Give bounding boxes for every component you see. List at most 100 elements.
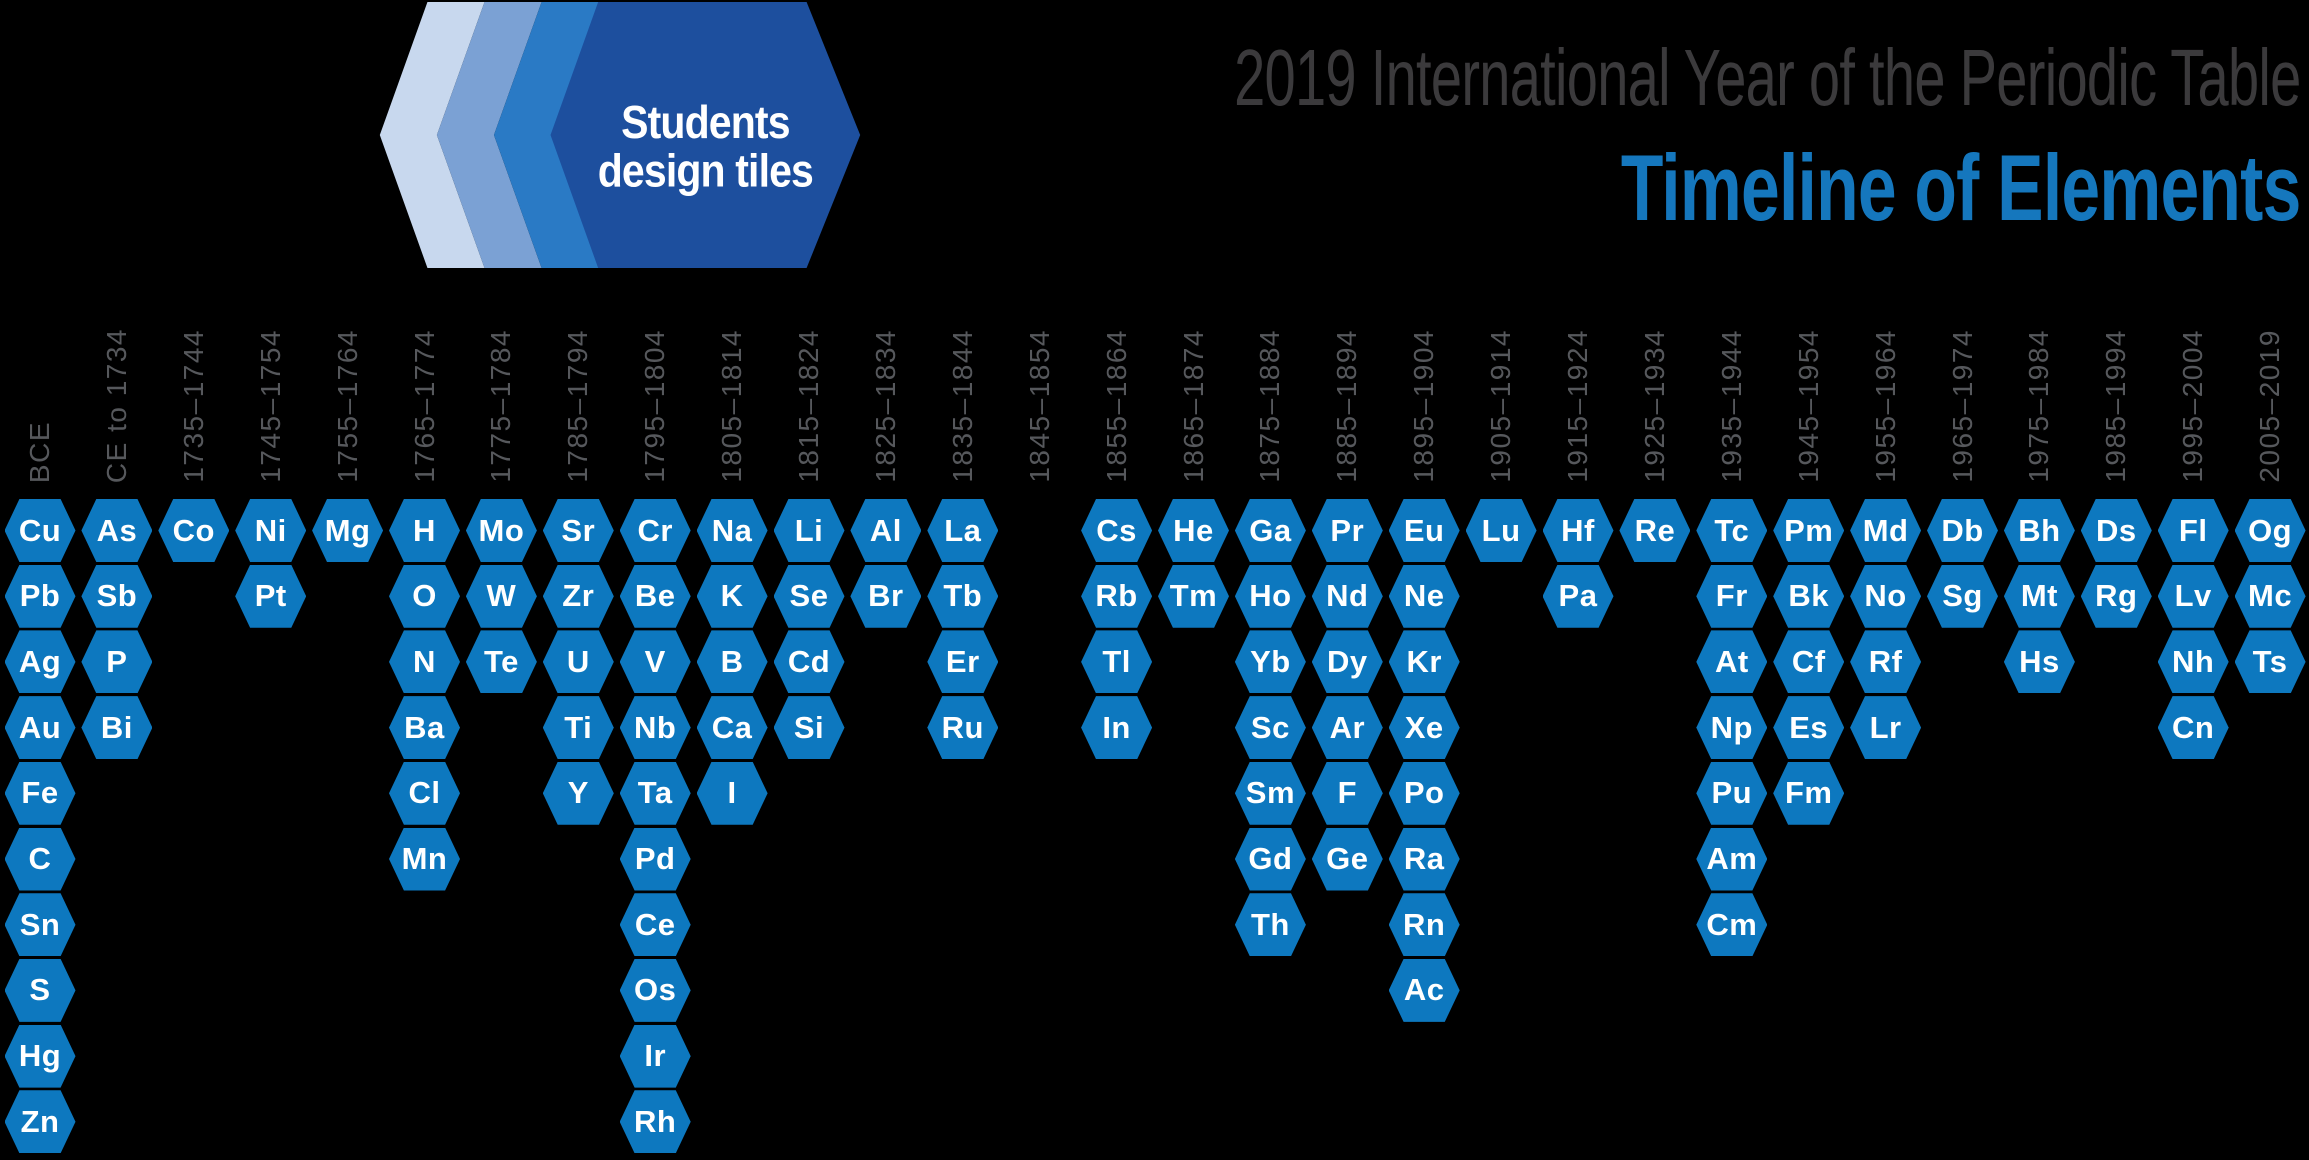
timeline-period-label: 1885–1894 [1331, 329, 1363, 483]
element-tile-v: V [619, 630, 691, 694]
element-tile-ni: Ni [235, 499, 307, 562]
element-tile-te: Te [465, 630, 537, 694]
element-tile-i: I [696, 761, 768, 825]
timeline-period-label: 1975–1984 [2023, 329, 2055, 483]
element-tile-fl: Fl [2157, 499, 2229, 562]
element-tile-ge: Ge [1311, 827, 1383, 891]
timeline-period-label: 1845–1854 [1023, 329, 1055, 483]
element-tile-he: He [1158, 499, 1229, 562]
element-tile-bk: Bk [1773, 564, 1845, 628]
element-tile-br: Br [850, 564, 922, 628]
element-tile-cu: Cu [4, 499, 76, 562]
header-title-timeline: Timeline of Elements [1621, 135, 2301, 240]
element-tile-as: As [81, 499, 153, 562]
element-tile-si: Si [773, 696, 845, 760]
header-title-year: 2019 International Year of the Periodic … [1234, 33, 2301, 122]
element-tile-og: Og [2234, 499, 2306, 562]
element-tile-mt: Mt [2003, 564, 2075, 628]
timeline-period-label: 1745–1754 [254, 329, 286, 483]
element-tile-ta: Ta [619, 761, 691, 825]
element-tile-la: La [927, 499, 999, 562]
element-tile-hf: Hf [1542, 499, 1614, 562]
element-tile-pa: Pa [1542, 564, 1614, 628]
timeline-period-label: 1865–1874 [1177, 329, 1209, 483]
element-tile-ho: Ho [1234, 564, 1306, 628]
element-tile-db: Db [1927, 499, 1998, 562]
element-tile-nd: Nd [1311, 564, 1383, 628]
element-tile-ga: Ga [1234, 499, 1306, 562]
element-tile-f: F [1311, 761, 1383, 825]
element-tile-rn: Rn [1388, 893, 1460, 957]
timeline-period-label: 1805–1814 [716, 329, 748, 483]
element-tile-mo: Mo [465, 499, 537, 562]
element-tile-k: K [696, 564, 768, 628]
element-tile-lv: Lv [2157, 564, 2229, 628]
element-tile-sc: Sc [1234, 696, 1306, 760]
element-tile-ba: Ba [389, 696, 460, 760]
students-design-tiles-logo: Students design tiles [379, 2, 861, 268]
element-tile-in: In [1081, 696, 1153, 760]
element-tile-al: Al [850, 499, 922, 562]
element-tile-mn: Mn [389, 827, 460, 891]
element-tile-es: Es [1773, 696, 1845, 760]
element-tile-na: Na [696, 499, 768, 562]
element-tile-dy: Dy [1311, 630, 1383, 694]
timeline-period-label: 1935–1944 [1715, 329, 1747, 483]
element-tile-bi: Bi [81, 696, 153, 760]
element-tile-ag: Ag [4, 630, 76, 694]
element-tile-re: Re [1619, 499, 1691, 562]
element-tile-bh: Bh [2003, 499, 2075, 562]
element-tile-rb: Rb [1081, 564, 1153, 628]
timeline-period-label: 1755–1764 [331, 329, 363, 483]
element-tile-ra: Ra [1388, 827, 1460, 891]
element-tile-o: O [389, 564, 460, 628]
element-tile-b: B [696, 630, 768, 694]
timeline-period-label: 1775–1784 [485, 329, 517, 483]
element-tile-ca: Ca [696, 696, 768, 760]
element-tile-xe: Xe [1388, 696, 1460, 760]
element-tile-sr: Sr [542, 499, 614, 562]
element-tile-cs: Cs [1081, 499, 1153, 562]
element-tile-pr: Pr [1311, 499, 1383, 562]
logo-chevron-bright [493, 2, 599, 268]
element-tile-c: C [4, 827, 76, 891]
element-tile-fe: Fe [4, 761, 76, 825]
element-tile-pb: Pb [4, 564, 76, 628]
element-tile-zn: Zn [4, 1090, 76, 1154]
element-tile-s: S [4, 958, 76, 1022]
element-tile-be: Be [619, 564, 691, 628]
timeline-period-label: 1905–1914 [1485, 329, 1517, 483]
element-tile-kr: Kr [1388, 630, 1460, 694]
logo-chevron-medium [436, 2, 542, 268]
element-tile-ar: Ar [1311, 696, 1383, 760]
element-tile-n: N [389, 630, 460, 694]
element-tile-u: U [542, 630, 614, 694]
element-tile-np: Np [1696, 696, 1768, 760]
timeline-period-label: 1895–1904 [1408, 329, 1440, 483]
element-tile-au: Au [4, 696, 76, 760]
element-tile-am: Am [1696, 827, 1768, 891]
element-tile-gd: Gd [1234, 827, 1306, 891]
element-tile-lr: Lr [1850, 696, 1922, 760]
element-tile-cr: Cr [619, 499, 691, 562]
header: 2019 International Year of the Periodic … [901, 0, 2301, 260]
timeline-period-label: 1955–1964 [1869, 329, 1901, 483]
element-tile-sn: Sn [4, 893, 76, 957]
logo-hexagon [550, 2, 861, 268]
element-tile-hs: Hs [2003, 630, 2075, 694]
element-tile-md: Md [1850, 499, 1922, 562]
element-tile-pm: Pm [1773, 499, 1845, 562]
element-tile-co: Co [158, 499, 230, 562]
element-tile-rg: Rg [2080, 564, 2152, 628]
element-tile-fr: Fr [1696, 564, 1768, 628]
element-tile-pu: Pu [1696, 761, 1768, 825]
timeline-period-label: 2005–2019 [2254, 329, 2286, 483]
element-tile-yb: Yb [1234, 630, 1306, 694]
element-tile-tb: Tb [927, 564, 999, 628]
timeline-period-label: 1835–1844 [946, 329, 978, 483]
element-tile-se: Se [773, 564, 845, 628]
timeline-period-label: 1785–1794 [562, 329, 594, 483]
element-tile-h: H [389, 499, 460, 562]
timeline-period-label: 1945–1954 [1792, 329, 1824, 483]
